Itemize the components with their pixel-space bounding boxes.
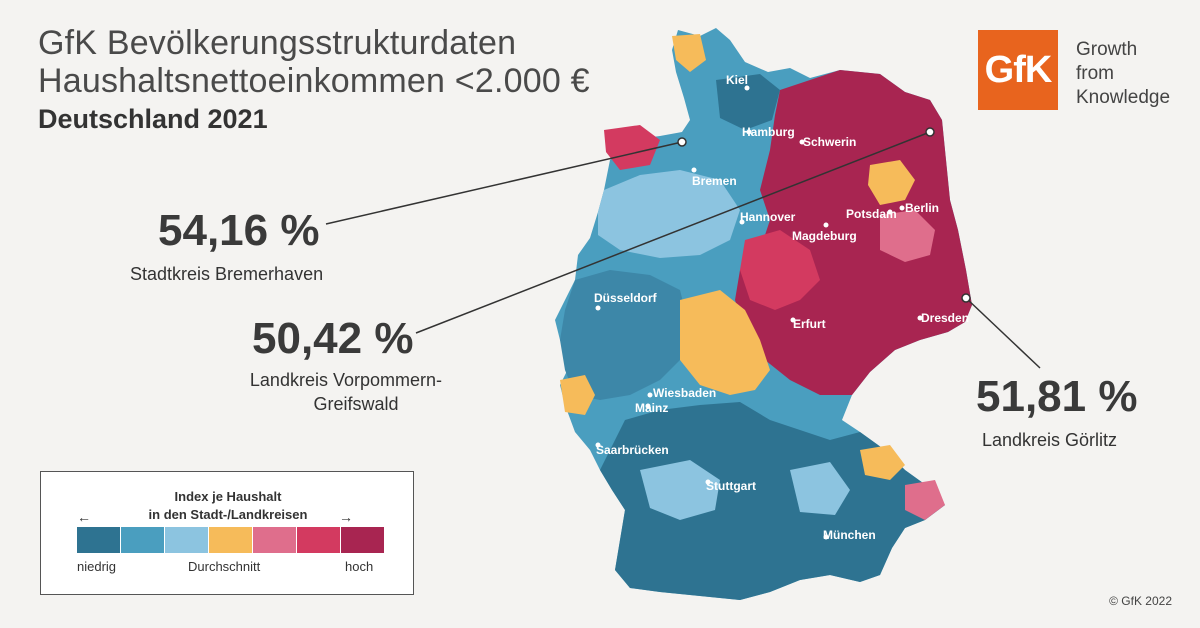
city-label-duesseldorf: Düsseldorf — [594, 291, 658, 305]
legend-title-line2: in den Stadt-/Landkreisen — [148, 507, 308, 522]
copyright: © GfK 2022 — [1109, 594, 1172, 608]
legend-title: Index je Haushalt in den Stadt-/Landkrei… — [41, 488, 415, 524]
legend-label-high: hoch — [345, 559, 374, 574]
city-label-hamburg: Hamburg — [742, 125, 795, 139]
city-label-berlin: Berlin — [905, 201, 939, 215]
region-light-south — [640, 460, 720, 520]
city-stuttgart: Stuttgart — [705, 479, 756, 493]
callout-dot-bremerhaven — [677, 137, 687, 147]
region-center-orange — [680, 290, 770, 395]
callout-label-bremerhaven: Stadtkreis Bremerhaven — [130, 264, 324, 284]
region-hamburg-dark — [716, 74, 780, 130]
city-berlin: Berlin — [899, 201, 939, 215]
city-kiel: Kiel — [726, 73, 750, 91]
city-saarbruecken: Saarbrücken — [595, 442, 669, 457]
region-orange-north — [868, 160, 915, 205]
region-west — [560, 270, 690, 400]
city-label-wiesbaden: Wiesbaden — [653, 386, 716, 400]
legend-label-low: niedrig — [77, 559, 117, 574]
city-potsdam: Potsdam — [846, 207, 897, 221]
city-wiesbaden: Wiesbaden — [647, 386, 716, 400]
region-east — [735, 70, 972, 395]
region-light-southeast — [790, 462, 850, 515]
city-label-schwerin: Schwerin — [803, 135, 856, 149]
legend-swatch-7 — [341, 527, 384, 553]
legend-swatch-4 — [209, 527, 252, 553]
callout-label-goerlitz: Landkreis Görlitz — [982, 430, 1118, 450]
callout-value-bremerhaven: 54,16 % — [158, 206, 320, 255]
region-northwest-pink — [604, 125, 660, 170]
region-bavaria-orange — [860, 445, 905, 480]
callout-dot-goerlitz — [961, 293, 971, 303]
title-line-3: Deutschland 2021 — [38, 104, 268, 134]
callout-label-vorpommern-line1: Landkreis Vorpommern- — [249, 370, 442, 390]
city-magdeburg: Magdeburg — [792, 222, 857, 243]
city-label-mainz: Mainz — [635, 401, 668, 415]
city-label-erfurt: Erfurt — [793, 317, 826, 331]
region-south — [600, 402, 945, 600]
legend-swatch-5 — [253, 527, 296, 553]
region-orange-west — [560, 375, 595, 415]
city-dresden: Dresden — [917, 311, 969, 325]
city-label-kiel: Kiel — [726, 73, 748, 87]
logo-tagline: Growth from Knowledge — [1076, 38, 1170, 110]
legend-swatch-3 — [165, 527, 208, 553]
city-label-dresden: Dresden — [921, 311, 969, 325]
city-erfurt: Erfurt — [790, 317, 826, 331]
logo-tagline-line3: Knowledge — [1076, 87, 1171, 108]
city-label-muenchen: München — [823, 528, 876, 542]
title-line-1: GfK Bevölkerungsstrukturdaten — [38, 24, 517, 62]
legend: Index je Haushalt in den Stadt-/Landkrei… — [40, 471, 414, 595]
city-bremen: Bremen — [691, 167, 737, 188]
city-schwerin: Schwerin — [799, 135, 856, 149]
callout-value-vorpommern: 50,42 % — [252, 314, 414, 363]
title-line-2: Haushaltsnettoeinkommen <2.000 € — [38, 62, 590, 100]
legend-swatch-6 — [297, 527, 340, 553]
arrow-left-icon: ← — [77, 509, 91, 525]
city-hannover: Hannover — [739, 210, 796, 225]
gfk-logo: GfK — [978, 30, 1058, 110]
city-muenchen: München — [823, 528, 876, 542]
region-east-mid — [740, 230, 820, 310]
city-duesseldorf: Düsseldorf — [594, 291, 658, 311]
legend-label-mid: Durchschnitt — [188, 559, 261, 574]
region-orange-top — [672, 34, 706, 72]
logo-tagline-line2: from — [1076, 63, 1114, 84]
region-brandenburg-pink — [880, 210, 935, 262]
callout-label-vorpommern: Landkreis Vorpommern- Greifswald — [224, 368, 442, 416]
city-label-magdeburg: Magdeburg — [792, 229, 857, 243]
legend-swatch-2 — [121, 527, 164, 553]
callout-label-vorpommern-line2: Greifswald — [313, 394, 399, 414]
city-label-bremen: Bremen — [692, 174, 737, 188]
callout-value-goerlitz: 51,81 % — [976, 372, 1138, 421]
city-label-saarbruecken: Saarbrücken — [596, 443, 669, 457]
city-label-potsdam: Potsdam — [846, 207, 897, 221]
legend-title-line1: Index je Haushalt — [174, 489, 282, 504]
callout-line-goerlitz — [965, 297, 1041, 369]
legend-swatches — [77, 527, 385, 553]
city-label-hannover: Hannover — [740, 210, 796, 224]
callout-line-bremerhaven — [325, 141, 683, 225]
logo-tagline-line1: Growth — [1076, 39, 1138, 60]
region-bavaria-pink — [905, 480, 945, 520]
arrow-right-icon: → — [339, 509, 353, 525]
callout-line-vorpommern — [415, 131, 931, 334]
region-northwest — [598, 170, 740, 258]
legend-swatch-1 — [77, 527, 120, 553]
city-label-stuttgart: Stuttgart — [706, 479, 756, 493]
city-hamburg: Hamburg — [742, 125, 795, 139]
city-mainz: Mainz — [635, 401, 668, 415]
callout-dot-vorpommern — [925, 127, 935, 137]
